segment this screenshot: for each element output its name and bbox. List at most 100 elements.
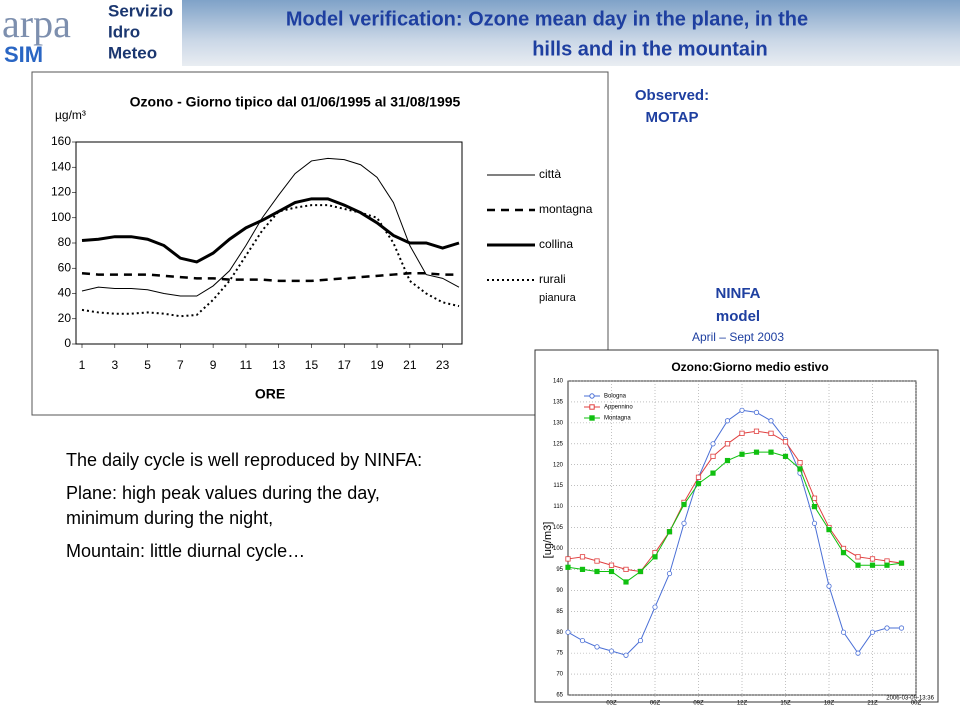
marker <box>855 562 861 568</box>
y-tick-label: 80 <box>58 235 72 249</box>
logo-line: Idro <box>108 22 140 41</box>
note: NINFA <box>716 285 761 302</box>
chart-title: Ozono - Giorno tipico dal 01/06/1995 al … <box>130 94 461 110</box>
y-tick-label: 160 <box>51 134 71 148</box>
marker <box>579 637 586 644</box>
marker <box>898 560 905 566</box>
legend-label: città <box>539 167 561 181</box>
y-tick-label: 60 <box>58 260 72 274</box>
marker <box>565 564 571 570</box>
marker <box>884 625 890 631</box>
marker <box>681 520 687 526</box>
marker <box>724 418 731 424</box>
y-tick-label: 115 <box>553 483 563 489</box>
marker <box>579 554 586 560</box>
y-tick-label: 40 <box>58 286 72 300</box>
legend-marker <box>589 415 595 421</box>
y-tick-label: 125 <box>553 441 564 447</box>
marker <box>840 629 847 635</box>
marker <box>811 495 818 501</box>
marker <box>884 562 890 568</box>
legend-label: rurali <box>539 272 566 286</box>
legend-label: Montagna <box>604 416 631 422</box>
chart-frame <box>534 349 939 703</box>
logo-line: Servizio <box>108 1 173 20</box>
y-tick-label: 120 <box>51 185 71 199</box>
note: MOTAP <box>645 109 698 126</box>
logo-brand: arpa <box>2 1 71 46</box>
marker <box>565 629 571 635</box>
marker <box>753 449 760 455</box>
marker <box>594 644 600 650</box>
marker <box>666 529 673 535</box>
x-tick-label: 21 <box>403 358 417 372</box>
y-tick-label: 105 <box>553 525 564 531</box>
x-tick-label: 1 <box>79 358 86 372</box>
marker <box>710 470 716 476</box>
marker <box>884 558 890 564</box>
marker <box>797 460 803 466</box>
legend-label: Bologna <box>604 394 627 400</box>
y-axis-label: µg/m³ <box>55 108 86 122</box>
y-tick-label: 95 <box>556 567 563 573</box>
marker <box>724 441 731 447</box>
marker <box>710 453 716 459</box>
y-tick-label: 140 <box>51 159 71 173</box>
x-tick-label: 19 <box>370 358 384 372</box>
marker <box>826 527 832 533</box>
marker <box>608 648 615 654</box>
legend-label: montagna <box>539 202 593 216</box>
x-tick-label: 21Z <box>867 701 878 707</box>
x-tick-label: 3 <box>111 358 118 372</box>
marker <box>898 625 905 631</box>
marker <box>768 418 774 424</box>
marker <box>637 637 644 644</box>
marker <box>797 466 803 472</box>
y-tick-label: 130 <box>553 420 564 426</box>
paragraph: Plane: high peak values during the day, … <box>66 483 380 528</box>
marker <box>565 556 571 562</box>
marker <box>666 570 673 577</box>
marker <box>652 604 658 610</box>
marker <box>594 568 600 575</box>
marker <box>826 583 832 589</box>
x-tick-label: 23 <box>436 358 450 372</box>
marker <box>623 579 629 585</box>
marker <box>869 629 876 635</box>
y-tick-label: 90 <box>556 588 563 594</box>
marker <box>768 449 774 455</box>
y-tick-label: 70 <box>556 672 563 678</box>
slide-title: Model verification: Ozone mean day in th… <box>286 8 808 30</box>
marker <box>753 428 760 434</box>
note: April – Sept 2003 <box>692 330 784 344</box>
marker <box>869 562 876 568</box>
x-tick-label: 06Z <box>650 701 661 707</box>
paragraph: Mountain: little diurnal cycle… <box>66 541 306 561</box>
note: model <box>716 308 760 325</box>
y-tick-label: 100 <box>51 210 71 224</box>
y-tick-label: 85 <box>556 609 563 615</box>
note: Observed: <box>635 87 709 104</box>
marker <box>579 566 586 573</box>
logo-line: Meteo <box>108 43 157 62</box>
marker <box>608 568 615 575</box>
y-tick-label: 140 <box>553 379 564 385</box>
marker <box>782 439 789 445</box>
series-line <box>81 197 460 264</box>
x-axis-label: ORE <box>255 386 285 402</box>
marker <box>782 453 789 459</box>
marker <box>739 451 745 457</box>
marker <box>681 501 687 508</box>
y-tick-label: 100 <box>553 546 564 552</box>
marker <box>594 558 600 564</box>
x-tick-label: 7 <box>177 358 184 372</box>
legend-label: pianura <box>539 292 577 304</box>
chart-title: Ozono:Giorno medio estivo <box>671 360 828 374</box>
y-tick-label: 110 <box>553 504 563 510</box>
marker <box>840 550 847 556</box>
marker <box>695 480 702 487</box>
marker <box>637 568 644 575</box>
paragraph: The daily cycle is well reproduced by NI… <box>66 450 423 470</box>
